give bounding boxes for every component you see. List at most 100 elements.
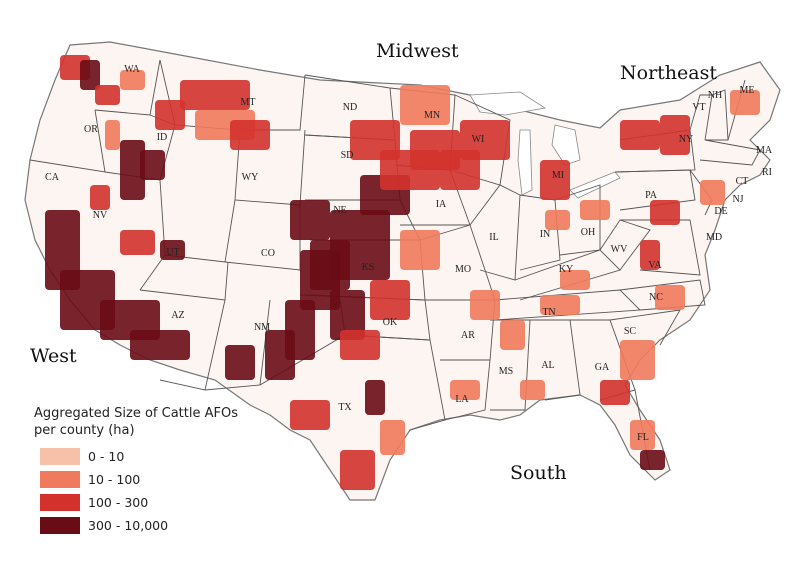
lake-michigan [517, 129, 533, 196]
state-label-ut: UT [166, 247, 179, 258]
state-label-mo: MO [455, 264, 471, 275]
legend-label: 10 - 100 [88, 472, 141, 487]
county-cluster [650, 200, 680, 225]
county-cluster [400, 230, 440, 270]
region-label-midwest: Midwest [376, 40, 459, 62]
state-label-sd: SD [341, 150, 354, 161]
county-cluster [330, 290, 365, 340]
county-cluster [120, 140, 145, 200]
county-cluster [105, 120, 120, 150]
county-choropleth [45, 55, 760, 490]
county-cluster [365, 380, 385, 415]
county-cluster [470, 290, 500, 320]
state-label-oh: OH [581, 227, 595, 238]
legend-swatch [40, 448, 80, 465]
region-label-south: South [510, 462, 567, 484]
state-label-ct: CT [736, 176, 749, 187]
legend: Aggregated Size of Cattle AFOs per count… [34, 405, 264, 537]
state-label-vt: VT [692, 102, 705, 113]
state-label-ma: MA [756, 145, 773, 156]
state-label-pa: PA [645, 190, 658, 201]
county-cluster [285, 300, 315, 360]
county-cluster [130, 330, 190, 360]
state-label-mi: MI [552, 170, 564, 181]
county-cluster [700, 180, 725, 205]
county-cluster [730, 90, 760, 115]
state-label-wv: WV [611, 244, 628, 255]
state-label-nj: NJ [732, 194, 743, 205]
county-cluster [370, 280, 410, 320]
county-cluster [640, 450, 665, 470]
state-label-al: AL [541, 360, 554, 371]
county-cluster [310, 240, 350, 290]
state-label-wy: WY [242, 172, 259, 183]
state-label-md: MD [706, 232, 722, 243]
us-outline [24, 41, 781, 501]
state-label-fl: FL [637, 432, 649, 443]
legend-item: 10 - 100 [40, 468, 264, 491]
county-cluster [630, 420, 655, 450]
state-label-ia: IA [436, 199, 447, 210]
state-label-nd: ND [343, 102, 357, 113]
state-label-co: CO [261, 248, 275, 259]
state-label-ms: MS [499, 366, 513, 377]
state-label-il: IL [489, 232, 498, 243]
state-label-ri: RI [762, 167, 772, 178]
legend-label: 100 - 300 [88, 495, 149, 510]
lake-huron [551, 124, 581, 166]
state-label-or: OR [84, 124, 98, 135]
state-label-az: AZ [171, 310, 184, 321]
state-label-nv: NV [93, 210, 108, 221]
county-cluster [580, 200, 610, 220]
state-label-mn: MN [424, 110, 440, 121]
county-cluster [230, 120, 270, 150]
county-cluster [90, 185, 110, 210]
state-label-id: ID [157, 132, 168, 143]
county-cluster [340, 330, 380, 360]
county-cluster [600, 380, 630, 405]
county-cluster [640, 240, 660, 270]
county-cluster [660, 115, 690, 155]
state-label-ky: KY [559, 264, 573, 275]
county-cluster [290, 400, 330, 430]
state-label-me: ME [740, 85, 755, 96]
county-cluster [620, 120, 660, 150]
state-label-sc: SC [624, 326, 637, 337]
state-label-va: VA [648, 260, 662, 271]
legend-swatch [40, 471, 80, 488]
legend-title-line1: Aggregated Size of Cattle AFOs [34, 406, 238, 421]
state-label-ok: OK [383, 317, 398, 328]
county-cluster [520, 380, 545, 400]
state-label-tx: TX [338, 402, 352, 413]
legend-item: 0 - 10 [40, 445, 264, 468]
county-cluster [500, 320, 525, 350]
legend-item: 300 - 10,000 [40, 514, 264, 537]
legend-title-line2: per county (ha) [34, 423, 135, 438]
county-cluster [80, 60, 100, 90]
legend-swatch [40, 517, 80, 534]
county-cluster [140, 150, 165, 180]
state-label-tn: TN [542, 307, 555, 318]
county-cluster [560, 270, 590, 290]
state-label-nm: NM [254, 322, 270, 333]
lake-superior [469, 91, 547, 116]
county-cluster [655, 285, 685, 310]
county-cluster [160, 240, 185, 260]
county-cluster [120, 230, 155, 255]
state-label-nc: NC [649, 292, 663, 303]
state-label-ar: AR [461, 330, 475, 341]
county-cluster [290, 200, 330, 240]
state-label-ne: NE [333, 205, 346, 216]
county-cluster [120, 70, 145, 90]
county-cluster [155, 100, 185, 130]
county-cluster [620, 340, 655, 380]
state-labels: WA OR CA ID NV MT WY UT AZ CO NM ND SD NE KS OK TX MN IA MO… [45, 64, 773, 443]
region-label-northeast: Northeast [620, 62, 717, 84]
state-label-nh: NH [708, 90, 722, 101]
region-label-west: West [30, 345, 77, 367]
state-label-ca: CA [45, 172, 60, 183]
legend-title: Aggregated Size of Cattle AFOs per count… [34, 405, 264, 439]
county-cluster [400, 85, 450, 125]
lake-erie [569, 171, 621, 199]
